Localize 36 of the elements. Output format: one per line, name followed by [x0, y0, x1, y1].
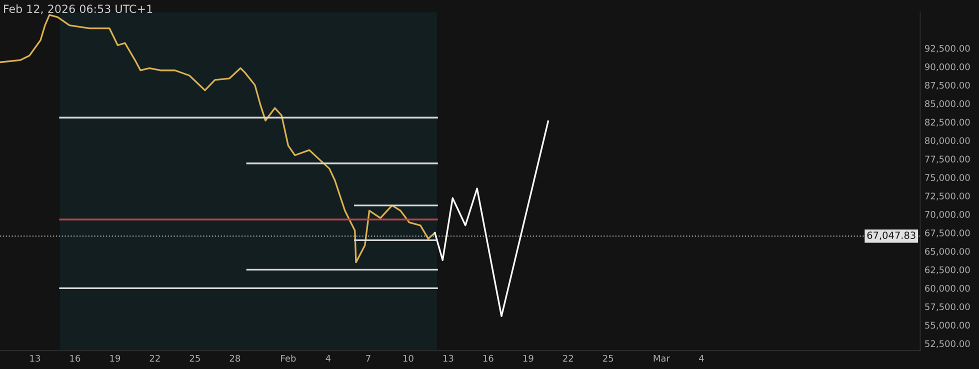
x-tick-label: 19	[110, 354, 120, 362]
x-tick-label: 16	[70, 354, 80, 362]
y-tick-label: 75,000.00	[925, 174, 970, 182]
x-tick-label: 13	[443, 354, 454, 362]
x-tick-label: 16	[483, 354, 494, 362]
y-tick-label: 62,500.00	[925, 266, 970, 274]
y-tick-label: 52,500.00	[925, 340, 970, 348]
x-tick-label: 7	[366, 354, 370, 362]
y-tick-label: 77,500.00	[925, 156, 970, 164]
annotation: Feb 12, 2026 06:53 UTC+1	[4, 4, 152, 14]
y-tick-label: 90,000.00	[924, 63, 970, 72]
y-tick-label: 80,000.00	[925, 137, 970, 145]
y-tick-label: 57,500.00	[925, 303, 970, 312]
y-tick-label: 85,000.00	[925, 100, 970, 108]
ref-line-label: 67,047.83	[867, 232, 916, 240]
x-tick-label: 22	[150, 354, 160, 362]
x-tick-label: 4	[699, 354, 704, 362]
y-tick-label: 92,500.00	[924, 44, 970, 53]
y-tick-label: 82,500.00	[925, 118, 970, 127]
x-tick-label: 22	[563, 354, 573, 362]
x-tick-label: 13	[30, 354, 40, 362]
y-tick-label: 65,000.00	[925, 248, 970, 256]
y-tick-label: 72,500.00	[925, 192, 970, 200]
x-tick-label: Feb	[281, 354, 296, 362]
x-tick-label: 4	[326, 354, 331, 362]
y-tick-label: 87,500.00	[925, 82, 970, 90]
x-tick-label: 25	[190, 354, 200, 362]
x-tick-label: 28	[230, 354, 240, 362]
y-tick-label: 60,000.00	[925, 284, 970, 293]
x-tick-label: 25	[603, 354, 614, 362]
x-tick-label: 19	[523, 354, 534, 362]
x-tick-label: 10	[403, 354, 414, 362]
y-tick-label: 67,500.00	[925, 230, 970, 238]
y-tick-label: 70,000.00	[925, 211, 970, 219]
x-tick-label: Mar	[654, 354, 670, 362]
y-tick-label: 55,000.00	[925, 322, 970, 330]
